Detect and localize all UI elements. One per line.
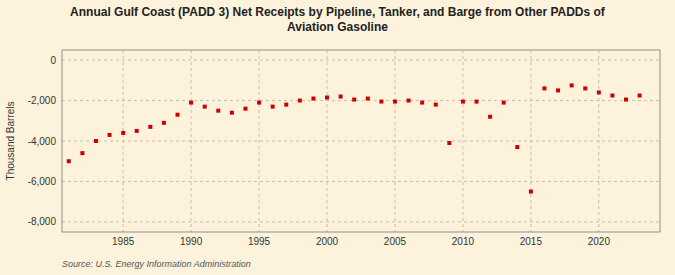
point — [271, 105, 275, 109]
point — [461, 100, 465, 104]
point — [216, 109, 220, 113]
grid-line — [598, 50, 599, 232]
plot-frame — [62, 50, 660, 232]
point — [610, 94, 614, 98]
chart: Annual Gulf Coast (PADD 3) Net Receipts … — [0, 0, 675, 275]
grid-line — [62, 60, 660, 61]
x-tick-label: 1985 — [112, 236, 135, 247]
y-tick-label: -6,000 — [28, 176, 57, 187]
y-tick-label: -2,000 — [28, 95, 57, 106]
point — [108, 133, 112, 137]
point — [243, 107, 247, 111]
point — [121, 131, 125, 135]
point — [570, 83, 574, 87]
grid-line — [123, 50, 124, 232]
point — [148, 125, 152, 129]
point — [597, 90, 601, 94]
x-tick-label: 2000 — [316, 236, 339, 247]
point — [488, 115, 492, 119]
point — [94, 139, 98, 143]
grid-line — [394, 50, 395, 232]
grid-line — [62, 221, 660, 222]
points — [67, 83, 642, 193]
point — [379, 100, 383, 104]
point — [583, 86, 587, 90]
grid-line — [62, 181, 660, 182]
source-note: Source: U.S. Energy Information Administ… — [62, 259, 251, 269]
point — [311, 97, 315, 101]
grid — [62, 50, 660, 232]
title-line: Annual Gulf Coast (PADD 3) Net Receipts … — [70, 5, 606, 19]
x-tick-label: 2020 — [588, 236, 611, 247]
y-tick-label: -8,000 — [28, 216, 57, 227]
x-tick-label: 2005 — [384, 236, 407, 247]
point — [529, 190, 533, 194]
y-tick-label: -4,000 — [28, 136, 57, 147]
point — [556, 88, 560, 92]
point — [257, 101, 261, 105]
point — [447, 141, 451, 145]
point — [638, 94, 642, 98]
point — [339, 95, 343, 99]
point — [542, 86, 546, 90]
point — [230, 111, 234, 115]
y-axis-label: Thousand Barrels — [5, 102, 16, 181]
x-tick-label: 1995 — [248, 236, 271, 247]
point — [67, 159, 71, 163]
point — [162, 121, 166, 125]
point — [434, 103, 438, 107]
grid-line — [62, 141, 660, 142]
point — [624, 98, 628, 102]
point — [176, 113, 180, 117]
title: Annual Gulf Coast (PADD 3) Net Receipts … — [70, 5, 606, 34]
grid-line — [462, 50, 463, 232]
point — [80, 151, 84, 155]
point — [420, 101, 424, 105]
grid-line — [62, 100, 660, 101]
x-tick-label: 2015 — [520, 236, 543, 247]
grid-line — [259, 50, 260, 232]
point — [298, 99, 302, 103]
point — [407, 99, 411, 103]
grid-line — [191, 50, 192, 232]
grid-line — [327, 50, 328, 232]
point — [325, 96, 329, 100]
point — [502, 101, 506, 105]
point — [515, 145, 519, 149]
title-line: Aviation Gasoline — [287, 20, 388, 34]
point — [189, 101, 193, 105]
grid-line — [530, 50, 531, 232]
point — [393, 100, 397, 104]
point — [135, 129, 139, 133]
point — [352, 98, 356, 102]
point — [366, 97, 370, 101]
point — [284, 103, 288, 107]
point — [475, 100, 479, 104]
point — [203, 105, 207, 109]
x-tick-label: 1990 — [180, 236, 203, 247]
x-tick-label: 2010 — [452, 236, 475, 247]
y-tick-label: 0 — [50, 55, 56, 66]
